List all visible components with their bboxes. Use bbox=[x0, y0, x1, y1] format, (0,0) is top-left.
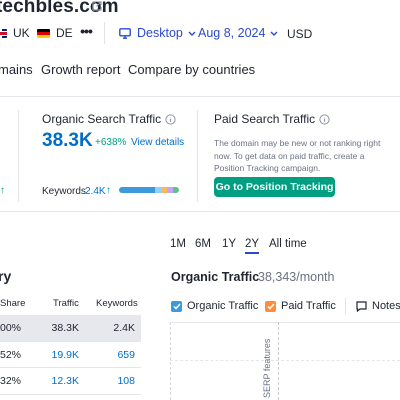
cell-keywords[interactable]: 659 bbox=[117, 349, 135, 361]
organic-traffic-label-text: Organic Search Traffic bbox=[42, 112, 162, 126]
legend-label: Organic Traffic bbox=[187, 300, 259, 312]
period-6m[interactable]: 6M bbox=[195, 238, 211, 250]
paid-traffic-label: Paid Search Traffic bbox=[214, 112, 330, 126]
checkbox-checked-icon[interactable] bbox=[171, 300, 182, 312]
row-divider bbox=[0, 367, 141, 368]
legend-divider bbox=[345, 298, 346, 314]
organic-traffic-value[interactable]: 38.3K bbox=[42, 130, 93, 151]
uk-flag-icon bbox=[0, 28, 7, 38]
paid-traffic-message: The domain may be new or not ranking rig… bbox=[214, 138, 381, 173]
country-chip-uk[interactable]: UK bbox=[0, 22, 30, 44]
legend-organic-traffic[interactable]: Organic Traffic bbox=[171, 300, 258, 312]
cell-traffic[interactable]: 19.9K bbox=[51, 349, 79, 361]
table-row[interactable]: 00% 38.3K 2.4K bbox=[0, 315, 141, 341]
keywords-value[interactable]: 2.4K bbox=[85, 186, 106, 197]
device-dropdown[interactable]: Desktop bbox=[114, 22, 196, 44]
keywords-bar-segment bbox=[155, 187, 161, 193]
chart-gridline bbox=[170, 322, 400, 323]
cell-share: 52% bbox=[0, 349, 22, 361]
external-link-icon[interactable] bbox=[92, 1, 102, 11]
chart-title: Organic Traffic bbox=[171, 270, 260, 284]
keywords-bar-segment bbox=[173, 187, 179, 193]
period-1y[interactable]: 1Y bbox=[222, 238, 237, 250]
column-header-traffic: Traffic bbox=[53, 298, 79, 309]
paid-traffic-label-text: Paid Search Traffic bbox=[214, 112, 316, 126]
table-title: ry bbox=[0, 268, 12, 284]
notes-icon bbox=[356, 300, 367, 312]
domain-title: techbles.com bbox=[0, 0, 119, 17]
currency-label: USD bbox=[287, 27, 313, 41]
table-row[interactable]: 52% 19.9K 659 bbox=[0, 342, 141, 368]
info-icon[interactable] bbox=[165, 113, 176, 125]
metrics-divider bbox=[197, 110, 198, 202]
date-dropdown[interactable]: Aug 8, 2024 bbox=[198, 22, 278, 44]
keywords-bar-segment bbox=[167, 187, 173, 193]
row-divider bbox=[0, 394, 141, 395]
cell-keywords[interactable]: 108 bbox=[117, 375, 135, 387]
trend-up-icon: ↑ bbox=[0, 185, 5, 196]
period-1m[interactable]: 1M bbox=[170, 238, 186, 250]
serp-features-marker bbox=[278, 322, 279, 400]
column-header-keywords: Keywords bbox=[96, 298, 138, 309]
chart-gridline bbox=[170, 360, 400, 361]
header: techbles.com UK DE ••• Desktop Aug 8, 20… bbox=[0, 0, 400, 100]
de-flag-icon bbox=[37, 28, 50, 38]
organic-traffic-label: Organic Search Traffic bbox=[42, 112, 176, 126]
more-countries-button[interactable]: ••• bbox=[80, 23, 93, 39]
keywords-trend-icon: ↑ bbox=[106, 185, 111, 196]
legend-paid-traffic[interactable]: Paid Traffic bbox=[265, 300, 336, 312]
cell-traffic: 38.3K bbox=[51, 322, 79, 334]
serp-features-label: SERP features bbox=[262, 338, 272, 398]
chart-axis bbox=[170, 322, 171, 400]
row-divider bbox=[0, 341, 141, 342]
tab-compare-by-countries[interactable]: Compare by countries bbox=[128, 62, 256, 77]
notes-toggle[interactable]: Notes bbox=[356, 300, 400, 312]
keywords-bar-segment bbox=[119, 187, 137, 193]
chevron-down-icon bbox=[270, 31, 278, 36]
period-all-time[interactable]: All time bbox=[269, 238, 307, 250]
view-details-link[interactable]: View details bbox=[131, 137, 185, 148]
chevron-down-icon bbox=[188, 31, 196, 36]
keywords-bar-segment bbox=[161, 187, 167, 193]
device-label: Desktop bbox=[137, 26, 183, 40]
chart-subtitle: 38,343/month bbox=[258, 270, 335, 284]
tab-domains[interactable]: mains bbox=[0, 62, 33, 77]
date-label: Aug 8, 2024 bbox=[198, 26, 266, 40]
cell-share: 32% bbox=[0, 375, 22, 387]
cell-share: 00% bbox=[0, 322, 22, 334]
keywords-label: Keywords bbox=[42, 186, 86, 197]
table-row[interactable]: 32% 12.3K 108 bbox=[0, 368, 141, 394]
cell-traffic[interactable]: 12.3K bbox=[51, 375, 79, 387]
header-divider bbox=[104, 22, 105, 44]
period-2y[interactable]: 2Y bbox=[245, 238, 260, 254]
desktop-icon bbox=[119, 27, 131, 39]
checkbox-checked-icon[interactable] bbox=[265, 300, 276, 312]
go-to-position-tracking-button[interactable]: Go to Position Tracking bbox=[214, 177, 335, 197]
keywords-bar-segment bbox=[137, 187, 155, 193]
country-label-uk: UK bbox=[13, 26, 30, 40]
keywords-distribution-bar bbox=[119, 187, 179, 193]
tab-growth-report[interactable]: Growth report bbox=[41, 62, 121, 77]
info-icon[interactable] bbox=[319, 113, 330, 125]
notes-label: Notes bbox=[372, 300, 400, 312]
legend-label: Paid Traffic bbox=[281, 300, 336, 312]
organic-traffic-change: +638% bbox=[95, 137, 127, 148]
metrics-divider bbox=[18, 110, 19, 202]
cell-keywords: 2.4K bbox=[113, 322, 135, 334]
country-label-de: DE bbox=[56, 26, 73, 40]
column-header-share: Share bbox=[0, 298, 26, 309]
country-chip-de[interactable]: DE bbox=[37, 22, 73, 44]
